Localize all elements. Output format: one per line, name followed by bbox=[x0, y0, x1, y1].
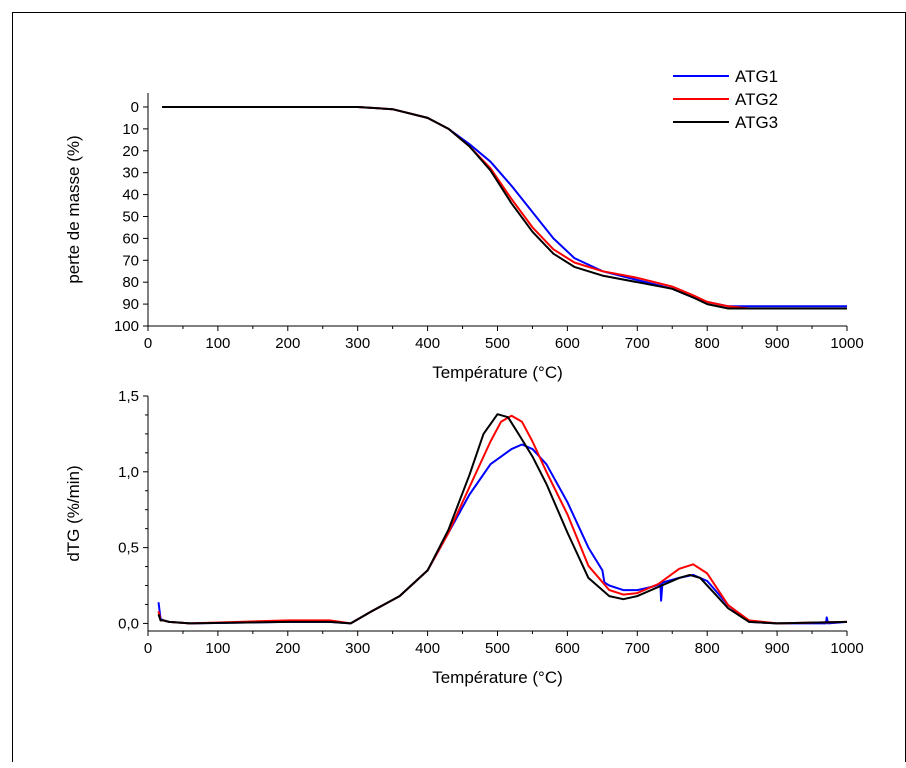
x-tick-label: 600 bbox=[555, 335, 580, 352]
legend-label-atg1: ATG1 bbox=[735, 67, 778, 86]
x-tick-label: 700 bbox=[625, 335, 650, 352]
series-line-atg3 bbox=[162, 106, 847, 310]
y-tick-label: 20 bbox=[122, 143, 139, 160]
figure-frame: 0 100 200 300 400 500 600 700 800 900 1000 0 10 20 30 4… bbox=[12, 12, 906, 762]
x-axis-title: Température (°C) bbox=[432, 668, 563, 687]
y-tick-label: 30 bbox=[122, 165, 139, 182]
x-tick-label: 100 bbox=[205, 335, 230, 352]
y-tick-label: 50 bbox=[122, 208, 139, 225]
x-tick-label: 700 bbox=[625, 640, 650, 657]
x-tick-label: 300 bbox=[345, 640, 370, 657]
y-tick-label: 40 bbox=[122, 187, 139, 204]
x-tick-label: 600 bbox=[555, 640, 580, 657]
y-tick-label: 0,0 bbox=[118, 615, 139, 632]
y-tick-label: 90 bbox=[122, 296, 139, 313]
x-tick-label: 800 bbox=[695, 335, 720, 352]
chart-canvas: 0 100 200 300 400 500 600 700 800 900 100001020304… bbox=[64, 67, 864, 687]
x-tick-label: 500 bbox=[485, 640, 510, 657]
series-line-atg2 bbox=[162, 106, 847, 310]
x-tick-label: 500 bbox=[485, 335, 510, 352]
y-tick-label: 100 bbox=[114, 318, 139, 335]
x-tick-label: 400 bbox=[415, 335, 440, 352]
y-tick-label: 80 bbox=[122, 274, 139, 291]
x-tick-label: 0 bbox=[144, 335, 152, 352]
y-tick-label: 1,0 bbox=[118, 464, 139, 481]
x-axis-title: Température (°C) bbox=[432, 363, 563, 382]
x-tick-label: 100 bbox=[205, 640, 230, 657]
x-tick-label: 200 bbox=[275, 335, 300, 352]
legend-label-atg2: ATG2 bbox=[735, 90, 778, 109]
y-tick-label: 60 bbox=[122, 230, 139, 247]
y-tick-label: 0 bbox=[131, 99, 139, 116]
y-tick-label: 10 bbox=[122, 121, 139, 138]
y-tick-label: 1,5 bbox=[118, 388, 139, 405]
x-tick-label: 400 bbox=[415, 640, 440, 657]
x-tick-label: 900 bbox=[765, 640, 790, 657]
x-tick-label: 300 bbox=[345, 335, 370, 352]
series-line-atg1 bbox=[157, 443, 848, 625]
x-tick-label: 1000 bbox=[830, 640, 863, 657]
y-axis-title: dTG (%/min) bbox=[64, 465, 83, 561]
y-tick-label: 0,5 bbox=[118, 540, 139, 557]
series-line-atg1 bbox=[162, 106, 847, 308]
series-line-atg3 bbox=[157, 413, 848, 625]
series-line-atg2 bbox=[157, 414, 848, 625]
y-tick-label: 70 bbox=[122, 252, 139, 269]
legend-label-atg3: ATG3 bbox=[735, 113, 778, 132]
x-tick-label: 800 bbox=[695, 640, 720, 657]
x-tick-label: 900 bbox=[765, 335, 790, 352]
mass-loss-panel: 0 100 200 300 400 500 600 700 800 900 1000 0 10 20 30 4… bbox=[64, 67, 864, 382]
x-tick-label: 0 bbox=[144, 640, 152, 657]
x-tick-label: 200 bbox=[275, 640, 300, 657]
y-axis-title: perte de masse (%) bbox=[64, 135, 83, 283]
dtg-panel: 0 100 200 300 400 500 600 700 800 900 1000 0,0 0,5 1,… bbox=[64, 388, 864, 687]
x-tick-label: 1000 bbox=[830, 335, 863, 352]
